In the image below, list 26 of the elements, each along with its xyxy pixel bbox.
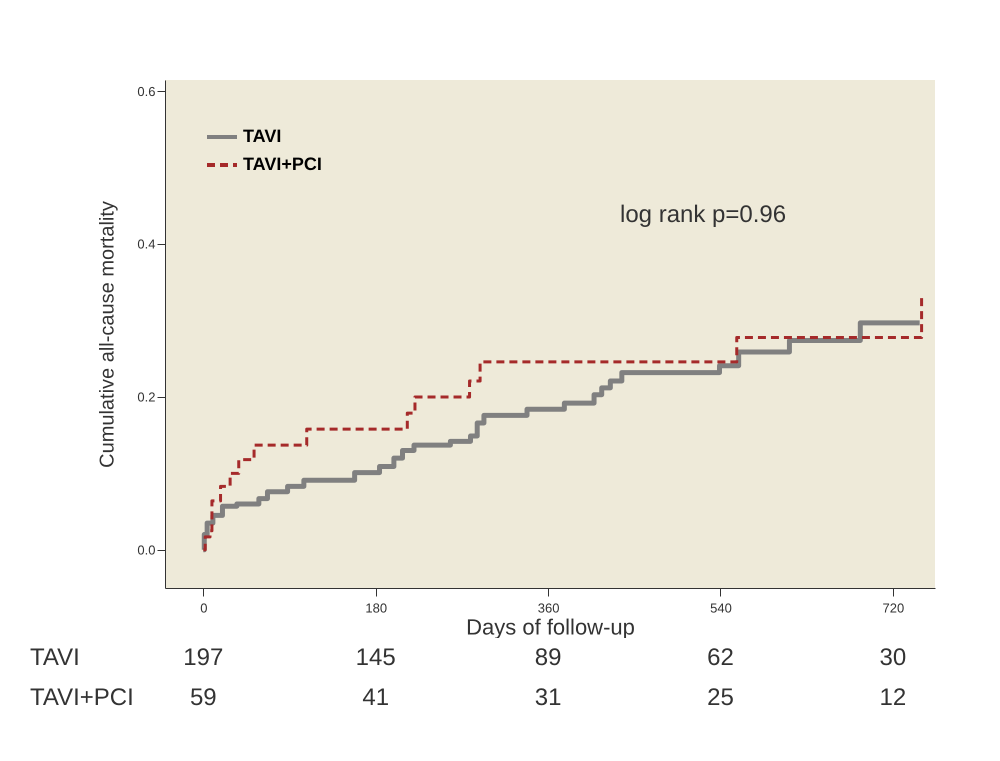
x-axis-title: Days of follow-up xyxy=(466,614,635,640)
text: TAVI xyxy=(30,644,80,671)
text: 89 xyxy=(534,644,562,671)
x-tick-label: 180 xyxy=(365,600,388,616)
legend-label: TAVI xyxy=(243,126,282,146)
x-tick-label: 0 xyxy=(200,600,208,616)
text: 30 xyxy=(880,644,906,671)
y-axis-title: Cumulative all-cause mortality xyxy=(96,201,118,468)
x-tick-label: 540 xyxy=(710,600,732,616)
text: TAVI+PCI xyxy=(30,684,134,711)
text: 31 xyxy=(534,684,562,711)
text: 197 xyxy=(183,644,224,671)
text: 12 xyxy=(880,684,906,711)
y-tick-label: 0.6 xyxy=(137,84,156,99)
annotation: log rank p=0.96 xyxy=(620,201,786,228)
x-tick-label: 720 xyxy=(882,600,904,616)
y-tick-label: 0.0 xyxy=(137,542,156,558)
y-tick-label: 0.2 xyxy=(137,390,156,405)
text: 59 xyxy=(190,684,217,711)
text: 25 xyxy=(707,684,734,711)
x-tick-label: 360 xyxy=(538,600,560,616)
legend-label: TAVI+PCI xyxy=(243,154,322,174)
text: 62 xyxy=(707,644,734,671)
y-tick-label: 0.4 xyxy=(137,236,156,252)
text: 145 xyxy=(356,644,396,671)
text: 41 xyxy=(362,684,390,711)
